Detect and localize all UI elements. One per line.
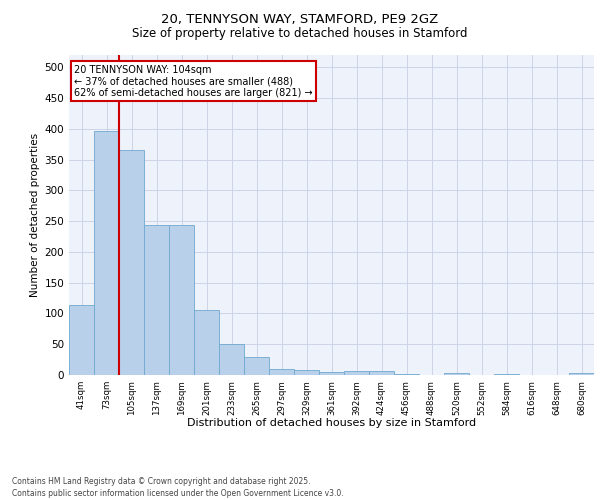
- Text: 20 TENNYSON WAY: 104sqm
← 37% of detached houses are smaller (488)
62% of semi-d: 20 TENNYSON WAY: 104sqm ← 37% of detache…: [74, 64, 313, 98]
- Bar: [244, 356, 269, 375]
- Bar: [69, 306, 94, 375]
- Text: Contains public sector information licensed under the Open Government Licence v3: Contains public sector information licen…: [12, 488, 344, 498]
- Bar: [569, 372, 594, 375]
- Bar: [369, 372, 394, 375]
- Bar: [194, 310, 219, 375]
- Text: Contains HM Land Registry data © Crown copyright and database right 2025.: Contains HM Land Registry data © Crown c…: [12, 477, 311, 486]
- Bar: [144, 226, 169, 375]
- X-axis label: Distribution of detached houses by size in Stamford: Distribution of detached houses by size …: [187, 418, 476, 428]
- Bar: [394, 374, 419, 375]
- Bar: [444, 373, 469, 375]
- Bar: [219, 344, 244, 375]
- Bar: [169, 226, 194, 375]
- Y-axis label: Number of detached properties: Number of detached properties: [30, 133, 40, 297]
- Bar: [94, 130, 119, 375]
- Text: Size of property relative to detached houses in Stamford: Size of property relative to detached ho…: [132, 28, 468, 40]
- Bar: [119, 150, 144, 375]
- Bar: [269, 369, 294, 375]
- Bar: [294, 370, 319, 375]
- Bar: [344, 372, 369, 375]
- Text: 20, TENNYSON WAY, STAMFORD, PE9 2GZ: 20, TENNYSON WAY, STAMFORD, PE9 2GZ: [161, 12, 439, 26]
- Bar: [494, 374, 519, 375]
- Bar: [319, 372, 344, 375]
